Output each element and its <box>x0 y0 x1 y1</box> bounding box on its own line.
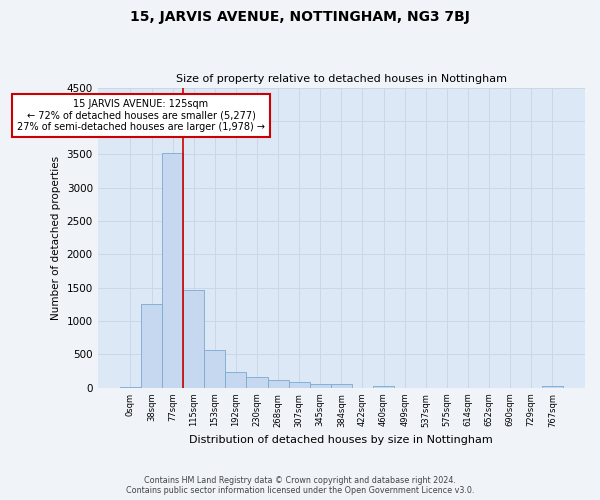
Y-axis label: Number of detached properties: Number of detached properties <box>51 156 61 320</box>
Text: Contains HM Land Registry data © Crown copyright and database right 2024.
Contai: Contains HM Land Registry data © Crown c… <box>126 476 474 495</box>
Bar <box>289 382 310 388</box>
Bar <box>162 153 183 388</box>
Text: 15 JARVIS AVENUE: 125sqm
← 72% of detached houses are smaller (5,277)
27% of sem: 15 JARVIS AVENUE: 125sqm ← 72% of detach… <box>17 99 265 132</box>
Bar <box>204 350 226 388</box>
Bar <box>183 290 204 388</box>
Bar <box>226 372 247 388</box>
Title: Size of property relative to detached houses in Nottingham: Size of property relative to detached ho… <box>176 74 507 84</box>
Bar <box>247 377 268 388</box>
Bar <box>268 380 289 388</box>
Text: 15, JARVIS AVENUE, NOTTINGHAM, NG3 7BJ: 15, JARVIS AVENUE, NOTTINGHAM, NG3 7BJ <box>130 10 470 24</box>
Bar <box>373 386 394 388</box>
Bar <box>331 384 352 388</box>
Bar <box>542 386 563 388</box>
Bar <box>141 304 162 388</box>
X-axis label: Distribution of detached houses by size in Nottingham: Distribution of detached houses by size … <box>190 435 493 445</box>
Bar <box>310 384 331 388</box>
